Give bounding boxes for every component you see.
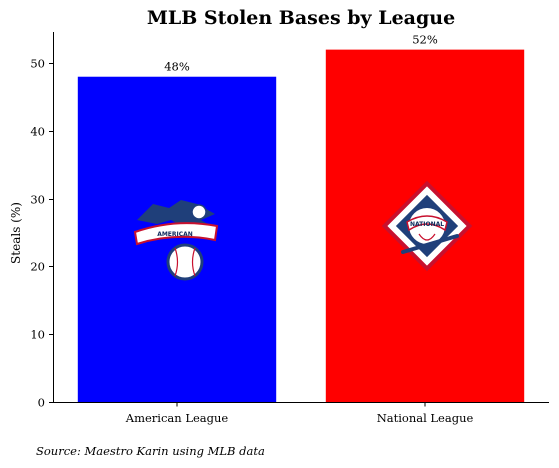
national-league-logo: NATIONAL xyxy=(381,180,473,272)
data-labels-group: 48% 52% xyxy=(164,33,438,74)
chart-title: MLB Stolen Bases by League xyxy=(147,7,455,29)
y-tick-label: 20 xyxy=(30,260,45,274)
american-league-logo: AMERICAN xyxy=(133,200,219,281)
data-label: 48% xyxy=(164,60,190,74)
american-logo-text: AMERICAN xyxy=(157,231,193,238)
y-tick-label: 10 xyxy=(30,328,45,342)
data-label: 52% xyxy=(412,33,438,47)
y-ticks-group: 0 10 20 30 40 50 xyxy=(30,57,53,410)
y-tick-label: 50 xyxy=(30,57,45,71)
national-logo-text: NATIONAL xyxy=(410,221,444,228)
x-ticks-group: American League National League xyxy=(125,402,474,425)
y-axis-label: Steals (%) xyxy=(9,202,23,264)
y-tick-label: 40 xyxy=(30,125,45,139)
y-tick-label: 0 xyxy=(38,396,45,410)
source-note: Source: Maestro Karin using MLB data xyxy=(36,444,265,458)
x-tick-label: American League xyxy=(125,411,229,425)
x-tick-label: National League xyxy=(377,411,474,425)
y-tick-label: 30 xyxy=(30,193,45,207)
bar-american-league xyxy=(77,76,277,402)
